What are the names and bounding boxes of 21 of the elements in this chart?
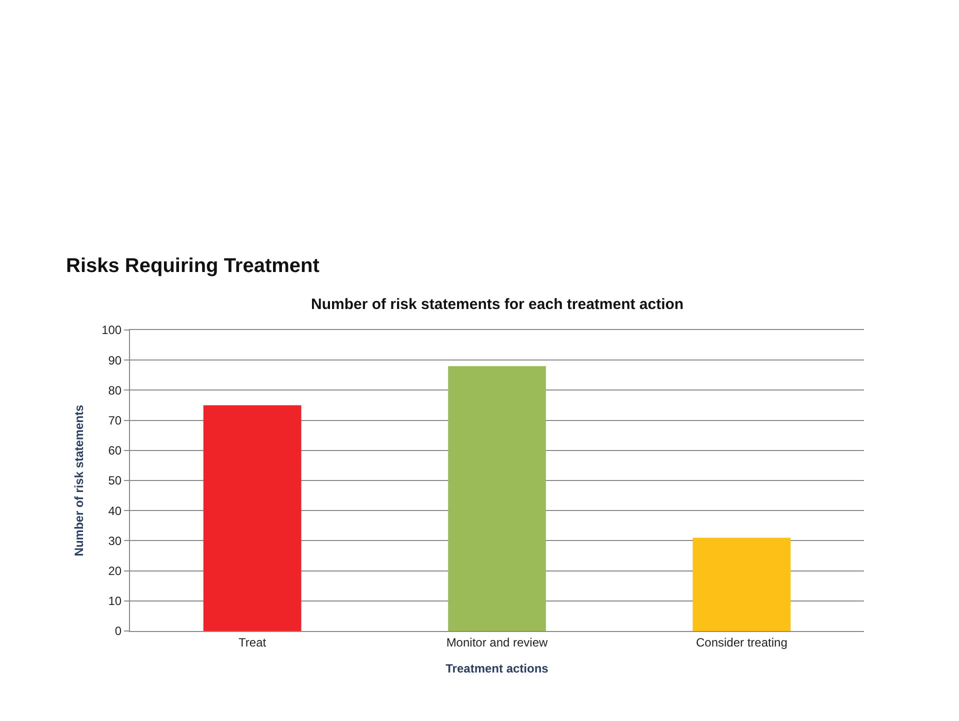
- y-tick-label: 70: [108, 414, 122, 428]
- bar: [448, 366, 546, 631]
- bar: [203, 405, 302, 631]
- y-axis-title: Number of risk statements: [72, 404, 86, 556]
- y-tick-label: 30: [108, 534, 122, 548]
- bar: [692, 538, 791, 631]
- chart-subtitle: Number of risk statements for each treatment action: [311, 296, 684, 313]
- y-tick-label: 10: [108, 594, 122, 608]
- y-tick-label: 50: [108, 474, 122, 488]
- x-axis-title: Treatment actions: [446, 661, 549, 676]
- x-tick-label: Monitor and review: [446, 635, 548, 650]
- y-tick-label: 100: [102, 323, 122, 338]
- x-tick-label: Treat: [238, 635, 267, 650]
- y-tick-label: 0: [114, 624, 122, 638]
- y-tick-label: 20: [108, 564, 122, 578]
- y-tick-label: 60: [108, 444, 122, 458]
- y-tick-label: 80: [108, 383, 122, 398]
- chart-title: Risks Requiring Treatment: [66, 255, 320, 277]
- y-tick-label: 90: [108, 353, 122, 368]
- x-tick-label: Consider treating: [696, 635, 788, 650]
- y-tick-label: 40: [108, 504, 122, 518]
